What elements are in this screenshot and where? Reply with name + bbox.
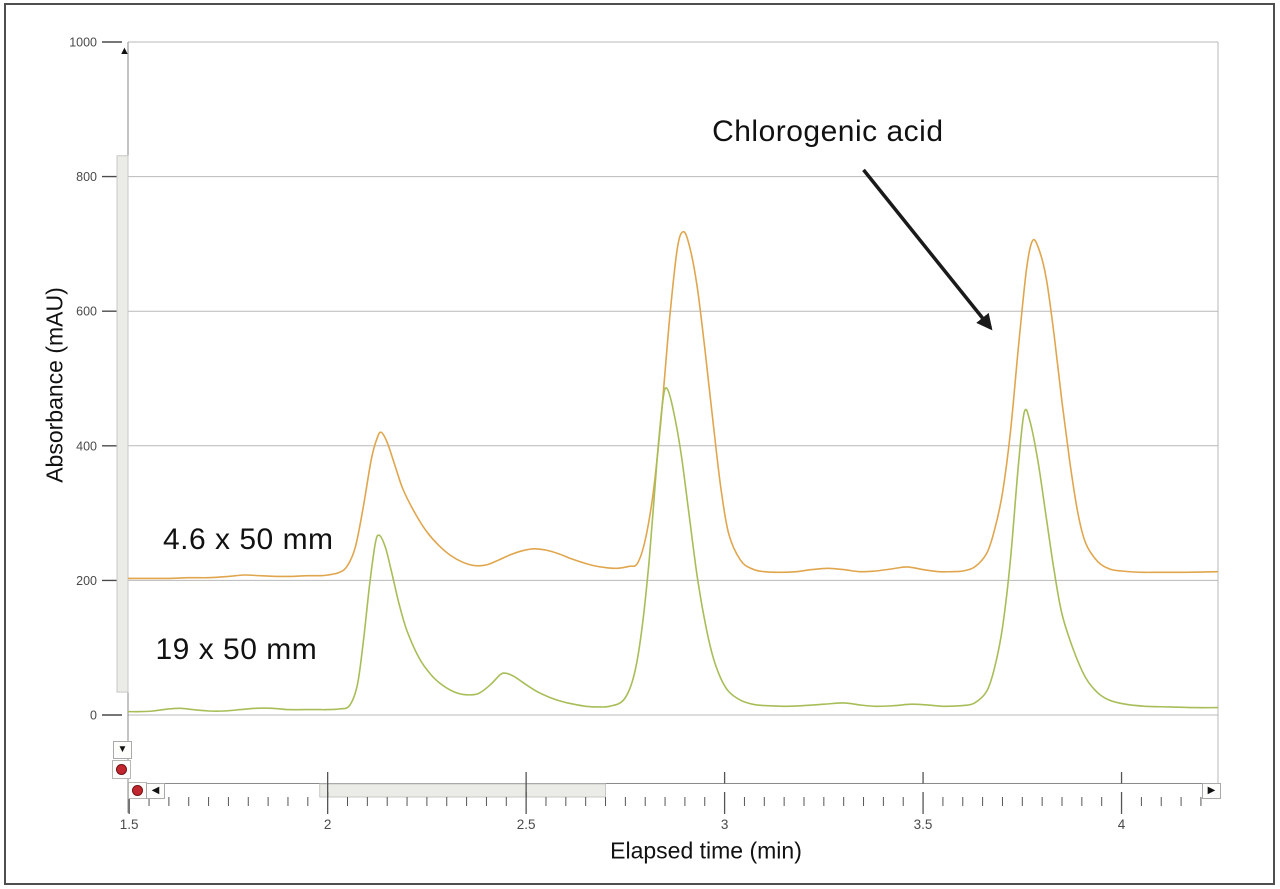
x-tick-label: 3 [721, 817, 729, 832]
x-tick-label: 4 [1118, 817, 1126, 832]
scroll-right-button[interactable]: ▶ [1202, 783, 1221, 799]
trace-label-1: 19 x 50 mm [155, 632, 318, 666]
x-tick-label: 1.5 [120, 817, 139, 832]
down-arrow-icon: ▼ [117, 744, 128, 755]
y-tick-label: 400 [76, 439, 97, 453]
h-scrollbar-thumb[interactable] [319, 783, 607, 798]
x-tick-label: 3.5 [914, 817, 933, 832]
scroll-down-button[interactable]: ▼ [113, 741, 132, 759]
red-dot-icon [116, 764, 127, 775]
reset-zoom-vertical-button[interactable] [112, 760, 131, 779]
trace-4-6x50mm [127, 230, 1219, 580]
right-arrow-icon: ▶ [1207, 785, 1216, 796]
left-arrow-icon: ◀ [151, 785, 160, 796]
annotation-text: Chlorogenic acid [712, 115, 944, 149]
annotation-arrow [862, 168, 993, 331]
v-scrollbar-thumb[interactable] [116, 155, 129, 693]
y-tick-label: 600 [76, 305, 97, 319]
trace-label-0: 4.6 x 50 mm [162, 523, 334, 557]
x-tick-label: 2 [324, 817, 332, 832]
y-tick-label: 800 [76, 170, 97, 184]
y-tick-label: 0 [90, 709, 97, 723]
reset-zoom-horizontal-button[interactable] [128, 782, 147, 799]
scroll-left-button[interactable]: ◀ [146, 783, 165, 799]
x-axis-title: Elapsed time (min) [610, 837, 802, 864]
y-axis-title: Absorbance (mAU) [41, 287, 68, 483]
scroll-up-icon[interactable]: ▲ [119, 45, 130, 57]
red-dot-icon [132, 785, 143, 796]
x-tick-label: 2.5 [517, 817, 536, 832]
y-tick-label: 1000 [69, 36, 97, 50]
trace-19x50mm [127, 387, 1219, 713]
y-tick-label: 200 [76, 574, 97, 588]
